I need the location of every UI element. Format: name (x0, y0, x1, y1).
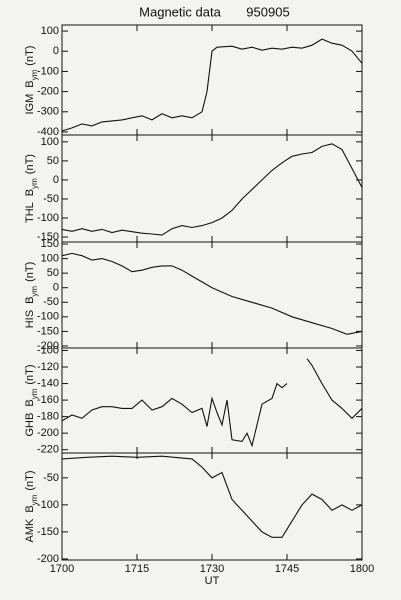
station: HIS (24, 310, 36, 328)
y-tick-label: -300 (37, 106, 59, 118)
symbol: B (24, 297, 36, 304)
y-tick-label: -100 (37, 212, 59, 224)
y-axis-label: IGM Bym (nT) (24, 46, 39, 115)
unit: (nT) (24, 154, 36, 174)
x-tick-label: 1800 (350, 563, 374, 575)
y-tick-label: -50 (43, 296, 59, 308)
x-tick-label: 1745 (275, 563, 299, 575)
y-axis-label: THL Bym (nT) (24, 154, 39, 223)
y-tick-label: 0 (53, 282, 59, 294)
station: THL (24, 202, 36, 223)
symbol-sub: ym (30, 388, 39, 399)
symbol-sub: ym (30, 494, 39, 505)
data-line (61, 143, 363, 236)
y-tick-label: -220 (37, 444, 59, 456)
y-tick-label: -150 (37, 325, 59, 337)
x-axis-label: UT (205, 575, 220, 587)
y-axis-label: AMK Bym (nT) (24, 470, 39, 542)
y-tick-label: -150 (37, 526, 59, 538)
y-tick-label: -200 (37, 340, 59, 352)
y-tick-label: -180 (37, 411, 59, 423)
x-tick-label: 1730 (200, 563, 224, 575)
unit: (nT) (24, 470, 36, 490)
chart-subtitle: 950905 (246, 4, 289, 19)
y-tick-label: 100 (41, 136, 59, 148)
y-tick-label: -200 (37, 86, 59, 98)
y-tick-label: 100 (41, 25, 59, 37)
y-tick-label: -400 (37, 126, 59, 138)
y-tick-label: 150 (41, 238, 59, 250)
y-tick-label: -200 (37, 553, 59, 565)
y-tick-label: 0 (53, 45, 59, 57)
station: GHB (24, 413, 36, 437)
symbol-sub: ym (30, 286, 39, 297)
y-tick-label: -50 (43, 472, 59, 484)
data-line (61, 38, 363, 132)
y-tick-label: 0 (53, 174, 59, 186)
y-tick-label: -100 (37, 65, 59, 77)
y-tick-label: -140 (37, 377, 59, 389)
station: IGM (24, 94, 36, 115)
symbol: B (24, 80, 36, 87)
y-axis-label: HIS Bym (nT) (24, 262, 39, 329)
y-tick-label: -200 (37, 427, 59, 439)
data-line (61, 252, 363, 335)
x-tick-label: 1700 (50, 563, 74, 575)
y-axis-label: GHB Bym (nT) (24, 364, 39, 436)
symbol: B (24, 505, 36, 512)
symbol: B (24, 399, 36, 406)
y-tick-label: -100 (37, 311, 59, 323)
y-tick-label: -120 (37, 361, 59, 373)
chart-title: Magnetic data (139, 4, 221, 19)
symbol-sub: ym (30, 178, 39, 189)
y-tick-label: -150 (37, 231, 59, 243)
y-tick-label: -160 (37, 394, 59, 406)
unit: (nT) (24, 46, 36, 66)
y-tick-label: 50 (47, 267, 59, 279)
y-tick-label: -50 (43, 193, 59, 205)
data-line (61, 455, 363, 538)
symbol: B (24, 189, 36, 196)
unit: (nT) (24, 262, 36, 282)
y-tick-label: 100 (41, 253, 59, 265)
x-tick-label: 1715 (125, 563, 149, 575)
symbol-sub: ym (30, 69, 39, 80)
y-tick-label: -100 (37, 344, 59, 356)
unit: (nT) (24, 364, 36, 384)
y-tick-label: 50 (47, 155, 59, 167)
station: AMK (24, 518, 36, 543)
y-tick-label: -100 (37, 499, 59, 511)
data-line (61, 358, 363, 448)
